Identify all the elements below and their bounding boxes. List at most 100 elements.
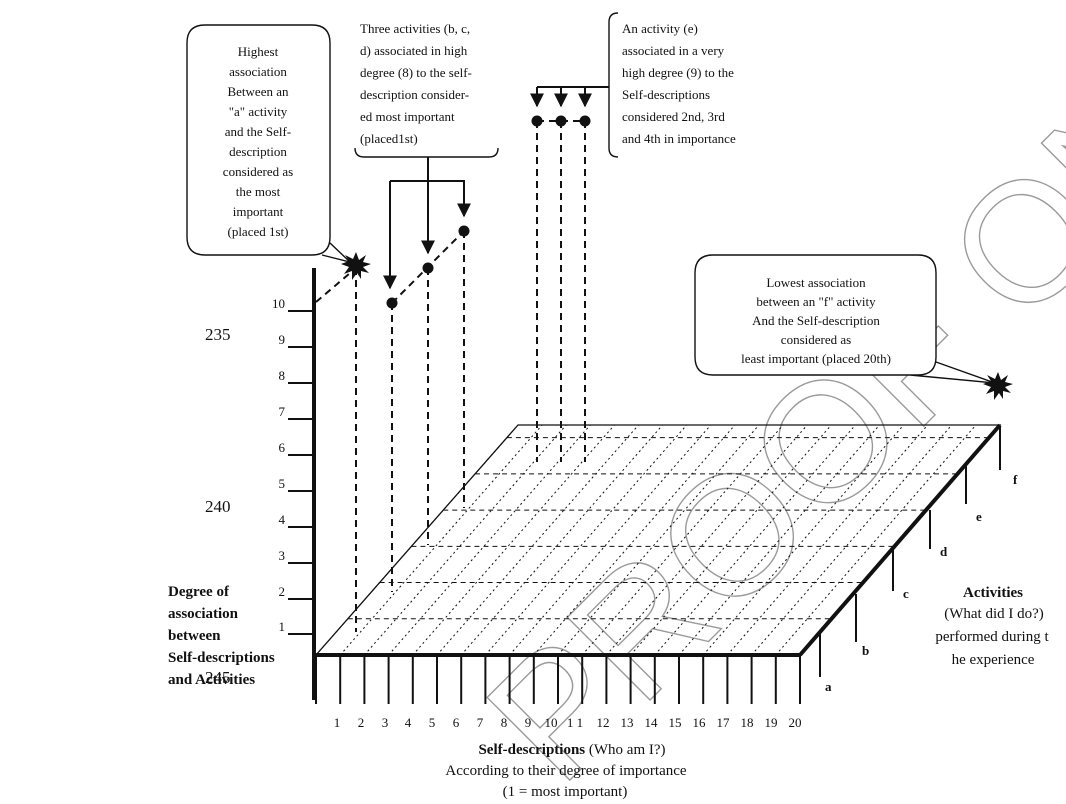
platform-grid-column [339,424,543,656]
callout-e-line: high degree (9) to the [622,65,734,80]
callout-a-line: and the Self- [225,124,291,139]
y-axis-title-line: association [168,606,239,622]
z-tick-label: f [1013,472,1018,487]
x-tick-label: 1 1 [567,715,583,730]
platform-grid-column [727,424,929,656]
starburst-point-f [983,372,1013,400]
platform-grid-column [581,424,784,656]
data-points [341,115,1013,400]
x-tick-label: 14 [645,715,659,730]
x-tick-label: 6 [453,715,460,730]
platform-grid-column [654,424,856,656]
point-e3 [579,115,591,127]
y-tick-label: 4 [279,512,286,527]
callout-f-line: between an "f" activity [756,294,876,309]
z-axis-tick-labels: a b c d e f [825,472,1018,694]
x-tick-label: 10 [545,715,558,730]
y-tick-label: 9 [279,332,286,347]
callout-bcd-line: d) associated in high [360,43,468,58]
platform-grid-column [460,424,663,656]
z-tick-label: e [976,509,982,524]
z-tick-label: a [825,679,832,694]
z-tick-label: d [940,544,948,559]
callout-f-bubble [694,254,996,384]
platform-grid-column [775,424,977,656]
z-tick-label: b [862,643,869,658]
x-tick-label: 2 [358,715,365,730]
platform-right-edge [798,423,1002,657]
y-tick-label: 3 [279,548,286,563]
x-tick-label: 16 [693,715,707,730]
x-axis: 1 2 3 4 5 6 7 8 9 10 1 1 12 13 14 15 16 … [315,655,802,800]
point-b [386,297,398,309]
callout-e: An activity (e) associated in a very hig… [608,12,736,158]
x-tick-label: 5 [429,715,436,730]
platform-grid-column [315,424,519,656]
callout-connectors [383,86,609,290]
callout-bcd-line: (placed1st) [360,131,418,146]
callout-e-line: An activity (e) [622,21,698,36]
y-tick-label: 8 [279,368,286,383]
callout-a-line: important [233,204,284,219]
point-e2 [555,115,567,127]
y-tick-label: 7 [279,404,286,419]
callout-a-line: considered as [223,164,293,179]
callout-bcd-line: description consider- [360,87,469,102]
callout-bcd-bracket [354,147,499,158]
point-c [422,262,434,274]
callout-f-line: considered as [781,332,851,347]
y-tick-label: 6 [279,440,286,455]
x-axis-title-rest: (Who am I?) [585,742,665,758]
platform-grid-column [630,424,832,656]
x-tick-label: 4 [405,715,412,730]
x-tick-label: 19 [765,715,778,730]
point-e1 [531,115,543,127]
y-axis-title: Degree of association between Self-descr… [168,584,275,688]
x-tick-label: 17 [717,715,731,730]
callout-e-line: associated in a very [622,43,725,58]
platform-grid-column [606,424,808,656]
platform-grid-column [557,424,760,656]
z-axis-ticks [819,426,1001,677]
y-axis-tick-labels: 1 2 3 4 5 6 7 8 9 10 [272,296,286,634]
callout-a-line: Between an [227,84,289,99]
platform-grid-column [751,424,953,656]
x-tick-label: 1 [334,715,341,730]
y-tick-label: 2 [279,584,286,599]
callout-e-line: Self-descriptions [622,87,710,102]
callout-a-line: Highest [238,44,279,59]
x-tick-label: 8 [501,715,508,730]
projection-a-diagonal [315,267,357,303]
x-axis-tick-labels: 1 2 3 4 5 6 7 8 9 10 1 1 12 13 14 15 16 … [334,715,802,730]
projection-lines [315,120,586,632]
callout-a: Highest association Between an "a" activ… [186,24,353,264]
callout-bcd: Three activities (b, c, d) associated in… [354,21,499,158]
platform-grid-column [509,424,712,656]
x-tick-label: 20 [789,715,802,730]
point-d [458,225,470,237]
y-axis-ticks [288,310,316,635]
callout-bcd-line: degree (8) to the self- [360,65,472,80]
platform-grid-column [485,424,688,656]
line-number: 245 [205,668,231,687]
x-tick-label: 13 [621,715,634,730]
z-axis-subtitle: he experience [952,652,1035,668]
x-tick-label: 18 [741,715,754,730]
y-tick-label: 1 [279,619,286,634]
callout-f-line: And the Self-description [752,313,880,328]
platform-grid-column [412,424,615,656]
x-axis-title: Self-descriptions (Who am I?) [478,742,665,758]
callout-a-line: description [229,144,287,159]
callout-e-line: considered 2nd, 3rd [622,109,725,124]
callout-a-line: (placed 1st) [227,224,288,239]
platform-grid-column [702,424,904,656]
x-axis-subtitle: (1 = most important) [503,784,628,800]
platform [314,423,1002,657]
z-axis-subtitle: performed during t [935,629,1049,645]
line-number: 240 [205,497,231,516]
callout-f-line: least important (placed 20th) [741,351,891,366]
x-axis-ticks [315,655,801,704]
y-tick-label: 10 [272,296,285,311]
z-axis: a b c d e f Activities (What did I do?) … [819,426,1049,694]
